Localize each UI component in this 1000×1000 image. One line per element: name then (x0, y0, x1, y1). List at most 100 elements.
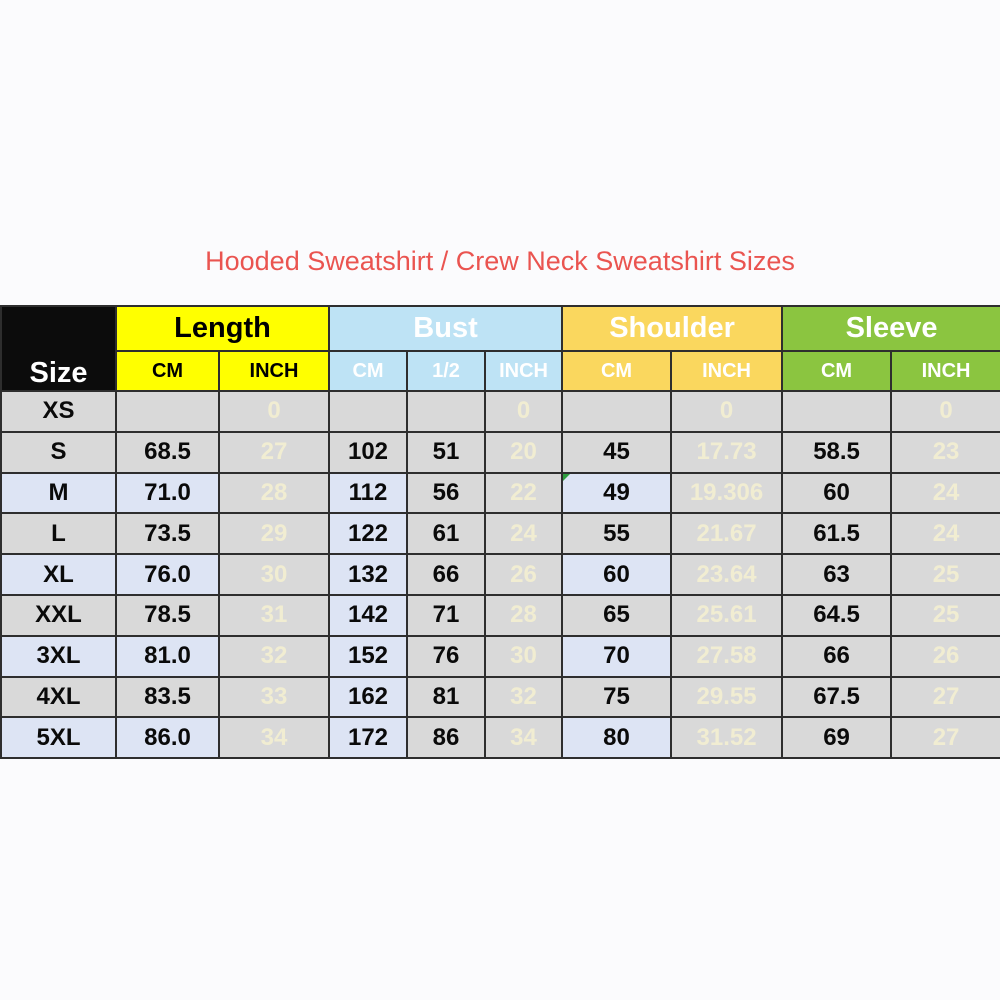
table-row-xxl: XXL 78.5 31 142 71 28 65 25.61 64.5 25 (0, 593, 1000, 637)
cell-3xl-sleeve-cm: 66 (781, 634, 893, 678)
cell-xs-bust-cm (328, 390, 408, 433)
cell-4xl-length-cm: 83.5 (115, 675, 220, 719)
cell-3xl-shoulder-inch: 27.58 (670, 634, 784, 678)
cell-note-marker-icon (564, 474, 571, 481)
cell-xl-size: XL (0, 553, 117, 596)
cell-5xl-length-cm: 86.0 (115, 716, 220, 760)
cell-xs-bust-half (406, 390, 486, 433)
cell-l-sleeve-inch: 24 (890, 512, 1000, 556)
cell-s-sleeve-inch: 23 (890, 430, 1000, 474)
cell-xl-sleeve-inch: 25 (890, 553, 1000, 596)
cell-5xl-length-inch: 34 (218, 716, 330, 760)
cell-xl-bust-cm: 132 (328, 553, 408, 596)
cell-xs-shoulder-inch: 0 (670, 390, 784, 433)
cell-xl-length-inch: 30 (218, 553, 330, 596)
subheader-shoulder-inch: INCH (670, 350, 784, 392)
cell-4xl-shoulder-cm: 75 (561, 675, 673, 719)
cell-m-sleeve-inch: 24 (890, 471, 1000, 515)
cell-5xl-sleeve-cm: 69 (781, 716, 893, 760)
table-row-5xl: 5XL 86.0 34 172 86 34 80 31.52 69 27 (0, 716, 1000, 760)
cell-xxl-shoulder-inch: 25.61 (670, 593, 784, 637)
subheader-bust-inch: INCH (483, 350, 564, 392)
cell-m-bust-cm: 112 (328, 471, 408, 515)
cell-xxl-sleeve-inch: 25 (890, 593, 1000, 637)
cell-s-sleeve-cm: 58.5 (781, 430, 893, 474)
cell-s-bust-inch: 20 (483, 430, 564, 474)
chart-title: Hooded Sweatshirt / Crew Neck Sweatshirt… (205, 246, 795, 276)
table-row-xs: XS 0 0 0 0 (0, 390, 1000, 433)
cell-3xl-shoulder-cm: 70 (561, 634, 673, 678)
cell-l-length-inch: 29 (218, 512, 330, 556)
table-row-l: L 73.5 29 122 61 24 55 21.67 61.5 24 (0, 512, 1000, 556)
cell-m-shoulder-inch: 19.306 (670, 471, 784, 515)
cell-xxl-bust-half: 71 (406, 593, 486, 637)
cell-3xl-size: 3XL (0, 634, 117, 678)
cell-3xl-length-cm: 81.0 (115, 634, 220, 678)
cell-3xl-bust-cm: 152 (328, 634, 408, 678)
cell-xl-bust-half: 66 (406, 553, 486, 596)
cell-3xl-bust-inch: 30 (483, 634, 564, 678)
cell-4xl-bust-half: 81 (406, 675, 486, 719)
cell-5xl-bust-cm: 172 (328, 716, 408, 760)
cell-5xl-bust-half: 86 (406, 716, 486, 760)
cell-5xl-size: 5XL (0, 716, 117, 760)
cell-m-bust-half: 56 (406, 471, 486, 515)
cell-m-bust-inch: 22 (483, 471, 564, 515)
cell-4xl-bust-cm: 162 (328, 675, 408, 719)
cell-4xl-shoulder-inch: 29.55 (670, 675, 784, 719)
cell-5xl-bust-inch: 34 (483, 716, 564, 760)
subheader-sleeve-cm: CM (781, 350, 893, 392)
cell-xxl-shoulder-cm: 65 (561, 593, 673, 637)
cell-xl-length-cm: 76.0 (115, 553, 220, 596)
cell-s-shoulder-inch: 17.73 (670, 430, 784, 474)
cell-xl-shoulder-cm: 60 (561, 553, 673, 596)
cell-l-sleeve-cm: 61.5 (781, 512, 893, 556)
cell-l-bust-cm: 122 (328, 512, 408, 556)
cell-s-bust-half: 51 (406, 430, 486, 474)
cell-l-bust-inch: 24 (483, 512, 564, 556)
table-row-xl: XL 76.0 30 132 66 26 60 23.64 63 25 (0, 553, 1000, 596)
subheader-shoulder-cm: CM (561, 350, 673, 392)
cell-xs-size: XS (0, 390, 117, 433)
cell-3xl-length-inch: 32 (218, 634, 330, 678)
table-body: XS 0 0 0 0 S 68.5 27 102 51 20 45 17.73 58.5 23 M 71.0 28… (0, 390, 1000, 760)
cell-m-sleeve-cm: 60 (781, 471, 893, 515)
cell-xxl-sleeve-cm: 64.5 (781, 593, 893, 637)
cell-l-shoulder-inch: 21.67 (670, 512, 784, 556)
table-row-s: S 68.5 27 102 51 20 45 17.73 58.5 23 (0, 430, 1000, 474)
cell-xl-sleeve-cm: 63 (781, 553, 893, 596)
cell-m-length-inch: 28 (218, 471, 330, 515)
size-chart-table: Size Length Bust Shoulder Sleeve CM INCH CM 1/2 I… (0, 305, 1000, 760)
cell-xxl-bust-cm: 142 (328, 593, 408, 637)
table-header: Size Length Bust Shoulder Sleeve CM INCH CM 1/2 I… (0, 305, 1000, 392)
cell-4xl-sleeve-cm: 67.5 (781, 675, 893, 719)
header-size: Size (0, 305, 117, 392)
cell-xxl-length-inch: 31 (218, 593, 330, 637)
cell-xs-sleeve-cm (781, 390, 893, 433)
cell-m-length-cm: 71.0 (115, 471, 220, 515)
table-row-3xl: 3XL 81.0 32 152 76 30 70 27.58 66 26 (0, 634, 1000, 678)
cell-m-size: M (0, 471, 117, 515)
cell-xs-sleeve-inch: 0 (890, 390, 1000, 433)
cell-3xl-sleeve-inch: 26 (890, 634, 1000, 678)
header-sleeve: Sleeve (781, 305, 1000, 352)
cell-3xl-bust-half: 76 (406, 634, 486, 678)
cell-5xl-shoulder-inch: 31.52 (670, 716, 784, 760)
cell-xl-shoulder-inch: 23.64 (670, 553, 784, 596)
cell-s-bust-cm: 102 (328, 430, 408, 474)
cell-s-length-inch: 27 (218, 430, 330, 474)
subheader-length-cm: CM (115, 350, 220, 392)
cell-l-bust-half: 61 (406, 512, 486, 556)
cell-m-shoulder-cm: 49 (561, 471, 673, 515)
subheader-bust-cm: CM (328, 350, 408, 392)
header-bust: Bust (327, 305, 564, 352)
cell-xxl-bust-inch: 28 (483, 593, 564, 637)
cell-4xl-bust-inch: 32 (483, 675, 564, 719)
subheader-bust-12: 1/2 (406, 350, 486, 392)
cell-l-size: L (0, 512, 117, 556)
cell-xxl-length-cm: 78.5 (115, 593, 220, 637)
cell-s-shoulder-cm: 45 (561, 430, 673, 474)
cell-l-length-cm: 73.5 (115, 512, 220, 556)
cell-4xl-length-inch: 33 (218, 675, 330, 719)
